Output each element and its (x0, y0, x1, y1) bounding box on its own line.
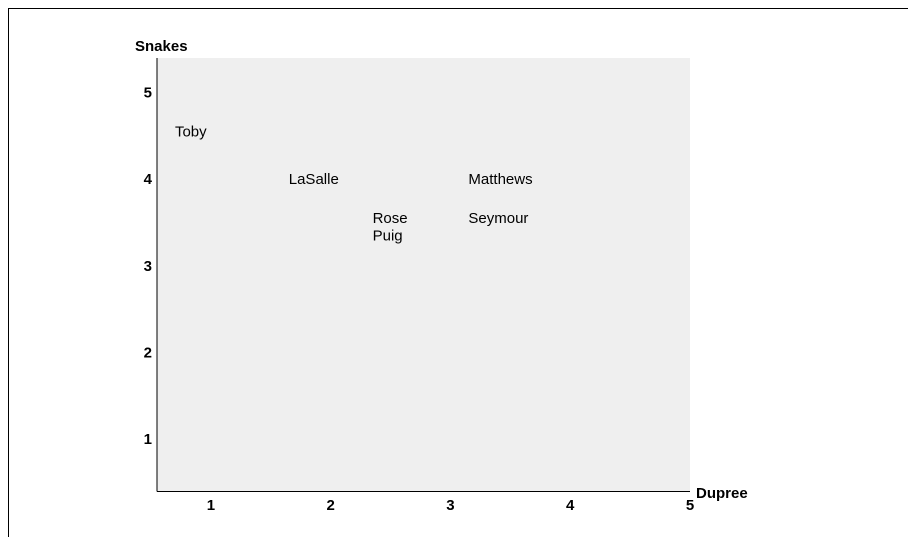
point-label: Seymour (468, 210, 528, 227)
x-tick-label: 3 (446, 497, 454, 514)
x-tick-label: 1 (207, 497, 215, 514)
axes (156, 58, 690, 492)
plot-area (157, 58, 690, 491)
x-tick-label: 4 (566, 497, 575, 514)
y-tick-label: 5 (144, 85, 152, 102)
data-labels: Toby LaSalle Matthews Rose Seymour Puig (175, 124, 533, 245)
x-tick-label: 5 (686, 497, 694, 514)
tick-labels: 1 2 3 4 5 1 2 3 4 5 (144, 85, 695, 514)
point-label: Rose (373, 210, 408, 227)
point-label: Matthews (468, 171, 532, 188)
y-axis-title: Snakes (135, 38, 188, 55)
point-label: Toby (175, 124, 207, 141)
frame-left-border (8, 8, 9, 537)
point-label: Puig (373, 228, 403, 245)
x-tick-label: 2 (327, 497, 335, 514)
frame-top-border (8, 8, 908, 9)
y-tick-label: 3 (144, 258, 152, 275)
point-label: LaSalle (289, 171, 339, 188)
x-axis-title: Dupree (696, 485, 748, 502)
y-tick-label: 1 (144, 431, 152, 448)
y-tick-label: 2 (144, 344, 152, 361)
y-tick-label: 4 (144, 171, 153, 188)
